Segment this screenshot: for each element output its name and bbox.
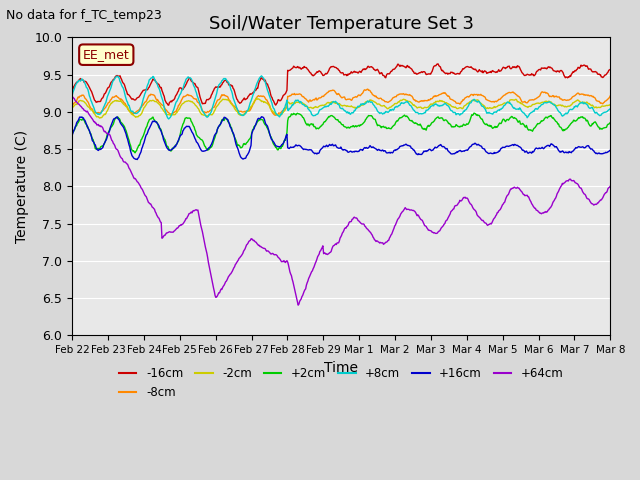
+16cm [133,156,141,162]
-8cm [216,95,224,101]
+64cm [78,105,86,110]
Text: EE_met: EE_met [83,48,130,61]
-16cm [189,80,196,85]
+64cm [294,302,302,308]
-8cm [424,98,431,104]
+2cm [189,121,196,127]
+2cm [68,131,76,137]
+8cm [78,76,86,82]
-8cm [133,108,141,114]
+2cm [131,150,139,156]
-8cm [188,94,196,99]
-2cm [408,100,416,106]
-16cm [435,61,442,67]
+2cm [423,125,431,131]
-16cm [423,72,431,77]
Title: Soil/Water Temperature Set 3: Soil/Water Temperature Set 3 [209,15,474,33]
+64cm [423,225,431,231]
+8cm [189,79,196,84]
+2cm [407,118,415,124]
Line: -2cm: -2cm [72,98,611,118]
+8cm [408,105,416,110]
+16cm [78,114,86,120]
-8cm [408,93,416,99]
+16cm [189,130,196,136]
-16cm [133,95,141,101]
+2cm [217,119,225,125]
+8cm [165,116,173,122]
-2cm [96,115,104,121]
-16cm [68,86,76,92]
-2cm [252,95,260,101]
-16cm [217,82,225,88]
Line: +64cm: +64cm [72,96,611,305]
Text: No data for f_TC_temp23: No data for f_TC_temp23 [6,9,162,22]
X-axis label: Time: Time [324,360,358,374]
-16cm [607,67,614,72]
+8cm [217,80,225,85]
+64cm [216,288,224,294]
-8cm [272,112,280,118]
Line: -16cm: -16cm [72,64,611,105]
-2cm [607,102,614,108]
+2cm [607,120,614,125]
Legend: -16cm, -8cm, -2cm, +2cm, +8cm, +16cm, +64cm: -16cm, -8cm, -2cm, +2cm, +8cm, +16cm, +6… [114,362,568,404]
+8cm [607,106,614,112]
Line: -8cm: -8cm [72,89,611,115]
-8cm [68,103,76,108]
-2cm [68,105,76,111]
-16cm [78,77,86,83]
+16cm [217,120,225,126]
+64cm [133,179,141,185]
-16cm [165,102,173,108]
+64cm [188,210,196,216]
-8cm [364,86,372,92]
+16cm [134,155,142,161]
Y-axis label: Temperature (C): Temperature (C) [15,130,29,243]
+16cm [408,145,416,151]
-8cm [78,92,86,98]
-8cm [607,93,614,99]
+8cm [424,107,431,113]
+64cm [68,93,76,99]
+16cm [607,147,614,153]
+8cm [258,73,266,79]
+8cm [68,93,76,98]
-2cm [424,105,431,110]
-16cm [407,66,415,72]
-2cm [217,98,225,104]
+64cm [607,183,614,189]
+16cm [424,148,431,154]
-2cm [78,98,86,104]
-2cm [134,114,142,120]
-2cm [189,99,196,105]
Line: +2cm: +2cm [72,113,611,153]
+2cm [78,117,86,123]
+16cm [68,132,76,138]
Line: +16cm: +16cm [72,117,611,159]
Line: +8cm: +8cm [72,76,611,119]
+16cm [258,114,266,120]
+2cm [134,144,142,150]
+64cm [407,207,415,213]
+2cm [470,110,478,116]
+8cm [133,110,141,116]
